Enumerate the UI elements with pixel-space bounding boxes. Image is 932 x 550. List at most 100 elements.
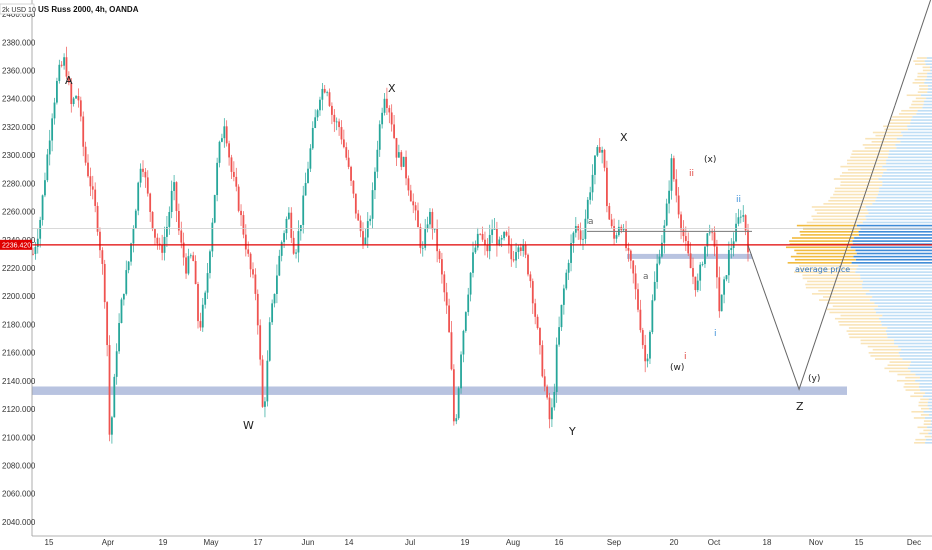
candle-body — [192, 255, 195, 262]
vp-bar-volume — [880, 320, 932, 323]
wave-label-ii-blue: ii — [736, 195, 741, 205]
vp-bar-volume-upper — [915, 438, 926, 441]
vp-bar-volume — [893, 339, 932, 342]
candle-body — [689, 253, 692, 269]
symbol-badge[interactable]: 2k USD 10 — [2, 7, 36, 14]
candle-body — [194, 261, 197, 284]
vp-bar-volume — [898, 345, 932, 348]
candle-body — [154, 229, 156, 238]
time-tick-label: Jun — [302, 538, 315, 547]
candle-body — [218, 141, 221, 163]
vp-bar-volume — [927, 91, 932, 93]
vp-bar-volume-upper — [915, 63, 926, 66]
vp-bar-volume — [862, 286, 932, 289]
candle-body — [331, 105, 333, 115]
wave-label-w: (w) — [670, 363, 684, 373]
vp-bar-volume — [887, 327, 932, 329]
vp-bar-volume — [901, 348, 932, 351]
support-zone[interactable] — [32, 386, 847, 395]
candle-body — [591, 174, 594, 193]
candle-body — [579, 230, 582, 240]
candle-body — [46, 154, 49, 181]
average-price-zone[interactable] — [627, 253, 752, 259]
projection-path[interactable] — [747, 105, 896, 391]
price-tick-label: 2340.000 — [2, 95, 36, 104]
vp-bar-volume — [924, 417, 932, 419]
candle-body — [84, 146, 87, 163]
vp-bar-volume — [853, 255, 932, 258]
vp-bar-volume-upper — [871, 140, 901, 143]
vp-bar-volume-upper — [917, 75, 927, 78]
candle-body — [41, 195, 44, 220]
candle-body — [558, 327, 560, 345]
candle-body — [111, 417, 113, 435]
candle-body — [134, 210, 137, 229]
price-tick-label: 2080.000 — [2, 461, 36, 470]
candle-body — [670, 158, 673, 191]
candle-body — [290, 212, 293, 238]
candle-body — [82, 116, 85, 147]
vp-bar-volume — [882, 184, 932, 187]
vp-bar-volume-upper — [917, 91, 928, 93]
candle-body — [65, 57, 68, 77]
candle-body — [228, 143, 230, 158]
vp-bar-volume-upper — [919, 88, 929, 90]
candle-body — [187, 256, 190, 274]
candle-body — [510, 244, 513, 260]
candle-body — [436, 228, 439, 252]
price-tick-label: 2320.000 — [2, 123, 36, 132]
candle-body — [606, 167, 608, 207]
candle-body — [551, 407, 553, 420]
candle-body — [242, 215, 245, 235]
candle-body — [553, 391, 556, 408]
current-price-tag — [0, 239, 32, 250]
vp-bar-volume-upper — [874, 358, 903, 360]
candle-body — [467, 294, 470, 313]
candle-body — [115, 351, 118, 377]
candle-body — [419, 227, 422, 248]
plot-area[interactable] — [32, 0, 932, 536]
candle-body — [132, 228, 135, 244]
vp-bar-volume — [856, 268, 932, 270]
candle-body — [531, 281, 534, 304]
candle-body — [742, 215, 745, 217]
price-tick-label: 2180.000 — [2, 320, 36, 329]
vp-bar-volume-upper — [816, 212, 869, 214]
candle-body — [285, 218, 288, 234]
candle-body — [424, 229, 427, 248]
time-tick-label: Jul — [405, 538, 415, 547]
candle-body — [675, 179, 678, 196]
candle-body — [522, 245, 525, 252]
candle-body — [718, 277, 721, 312]
vp-bar-volume — [901, 131, 932, 134]
candle-body — [347, 157, 350, 167]
vp-bar-volume-upper — [789, 240, 853, 242]
candle-body — [254, 274, 257, 294]
vp-bar-volume-upper — [851, 153, 889, 156]
candle-body — [386, 98, 388, 108]
price-axis[interactable] — [0, 0, 32, 536]
candle-body — [34, 246, 37, 255]
candle-body — [316, 110, 319, 118]
vp-bar-volume-upper — [862, 144, 896, 146]
vp-bar-volume — [930, 423, 932, 425]
candle-body — [701, 264, 704, 265]
candle-body — [362, 231, 364, 245]
vp-bar-volume — [894, 342, 932, 345]
candle-body — [644, 345, 647, 362]
candle-body — [89, 176, 92, 187]
candle-body — [448, 305, 450, 333]
candle-body — [665, 203, 668, 226]
vp-bar-volume-upper — [834, 317, 880, 320]
candle-body — [460, 354, 462, 389]
candle-body — [113, 376, 116, 418]
candle-body — [297, 231, 300, 253]
candle-body — [309, 148, 312, 169]
candle-body — [402, 156, 405, 167]
candle-body — [326, 92, 329, 94]
vp-bar-volume-upper — [913, 417, 925, 419]
price-tick-label: 2220.000 — [2, 264, 36, 273]
wave-label-Z: Z — [796, 400, 804, 413]
vp-bar-volume-upper — [794, 249, 856, 252]
